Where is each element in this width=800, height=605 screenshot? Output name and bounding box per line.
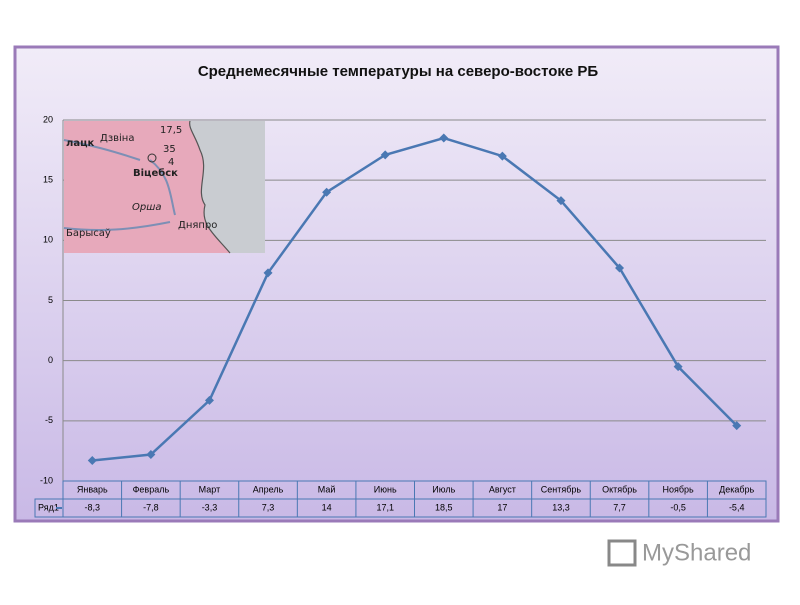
x-tick-label: Май: [318, 484, 336, 494]
map-label: Дзвіна: [100, 132, 134, 144]
chart-frame: [13, 45, 780, 523]
y-tick-label: 0: [48, 355, 53, 365]
marker: [87, 456, 97, 466]
legend-label: Ряд1: [38, 502, 59, 512]
marker: [204, 395, 214, 405]
x-tick-label: Июль: [432, 484, 455, 494]
marker: [263, 268, 273, 278]
marker: [615, 263, 625, 273]
marker: [439, 133, 449, 143]
table-value: -0,5: [670, 502, 686, 512]
map-label: Орша: [132, 202, 162, 213]
marker: [380, 150, 390, 160]
table-value: 7,3: [262, 502, 275, 512]
table-value: 13,3: [552, 502, 570, 512]
x-tick-label: Октябрь: [602, 484, 637, 494]
y-tick-label: 10: [43, 235, 53, 245]
map-label: 17,5: [160, 125, 182, 136]
map-label: Барысаў: [66, 227, 111, 239]
map-label: Дняпро: [178, 220, 217, 231]
map-label: лацк: [66, 138, 94, 149]
x-tick-label: Февраль: [133, 484, 170, 494]
table-value: -3,3: [202, 502, 218, 512]
map-label: 4: [168, 157, 174, 168]
y-tick-label: 15: [43, 175, 53, 185]
table-value: 17: [497, 502, 507, 512]
table-value: -5,4: [729, 502, 745, 512]
marker: [673, 362, 683, 372]
watermark-text: MyShared: [642, 539, 751, 566]
x-tick-label: Июнь: [374, 484, 397, 494]
table-value: 7,7: [613, 502, 626, 512]
chart-title: Среднемесячные температуры на северо-вос…: [198, 63, 599, 80]
y-tick-label: 5: [48, 295, 53, 305]
y-tick-label: 20: [43, 114, 53, 124]
table-value: 18,5: [435, 502, 453, 512]
x-tick-label: Январь: [77, 484, 108, 494]
marker: [732, 421, 742, 431]
table-value: 17,1: [376, 502, 394, 512]
line: [92, 136, 738, 462]
marker: [497, 151, 507, 161]
y-tick-label: -10: [40, 475, 53, 485]
watermark: MyShared: [607, 539, 751, 567]
x-tick-label: Декабрь: [719, 484, 754, 494]
map-label: Віцебск: [133, 167, 178, 179]
x-tick-label: Апрель: [253, 484, 284, 494]
x-tick-label: Август: [489, 484, 516, 494]
marker: [556, 196, 566, 206]
x-tick-label: Март: [199, 484, 221, 494]
table-value: 14: [322, 502, 332, 512]
data-table-legend-cell: [34, 498, 64, 518]
marker: [322, 187, 332, 197]
table-value: -8,3: [85, 502, 101, 512]
y-tick-label: -5: [45, 415, 53, 425]
table-value: -7,8: [143, 502, 159, 512]
map-inset: 17,5 лацк Дзвіна 35 4 Віцебск Орша Барыс…: [63, 120, 265, 254]
x-tick-label: Ноябрь: [663, 484, 695, 494]
marker: [146, 450, 156, 460]
map-label: 35: [163, 144, 176, 155]
x-tick-label: Сентябрь: [541, 484, 582, 494]
